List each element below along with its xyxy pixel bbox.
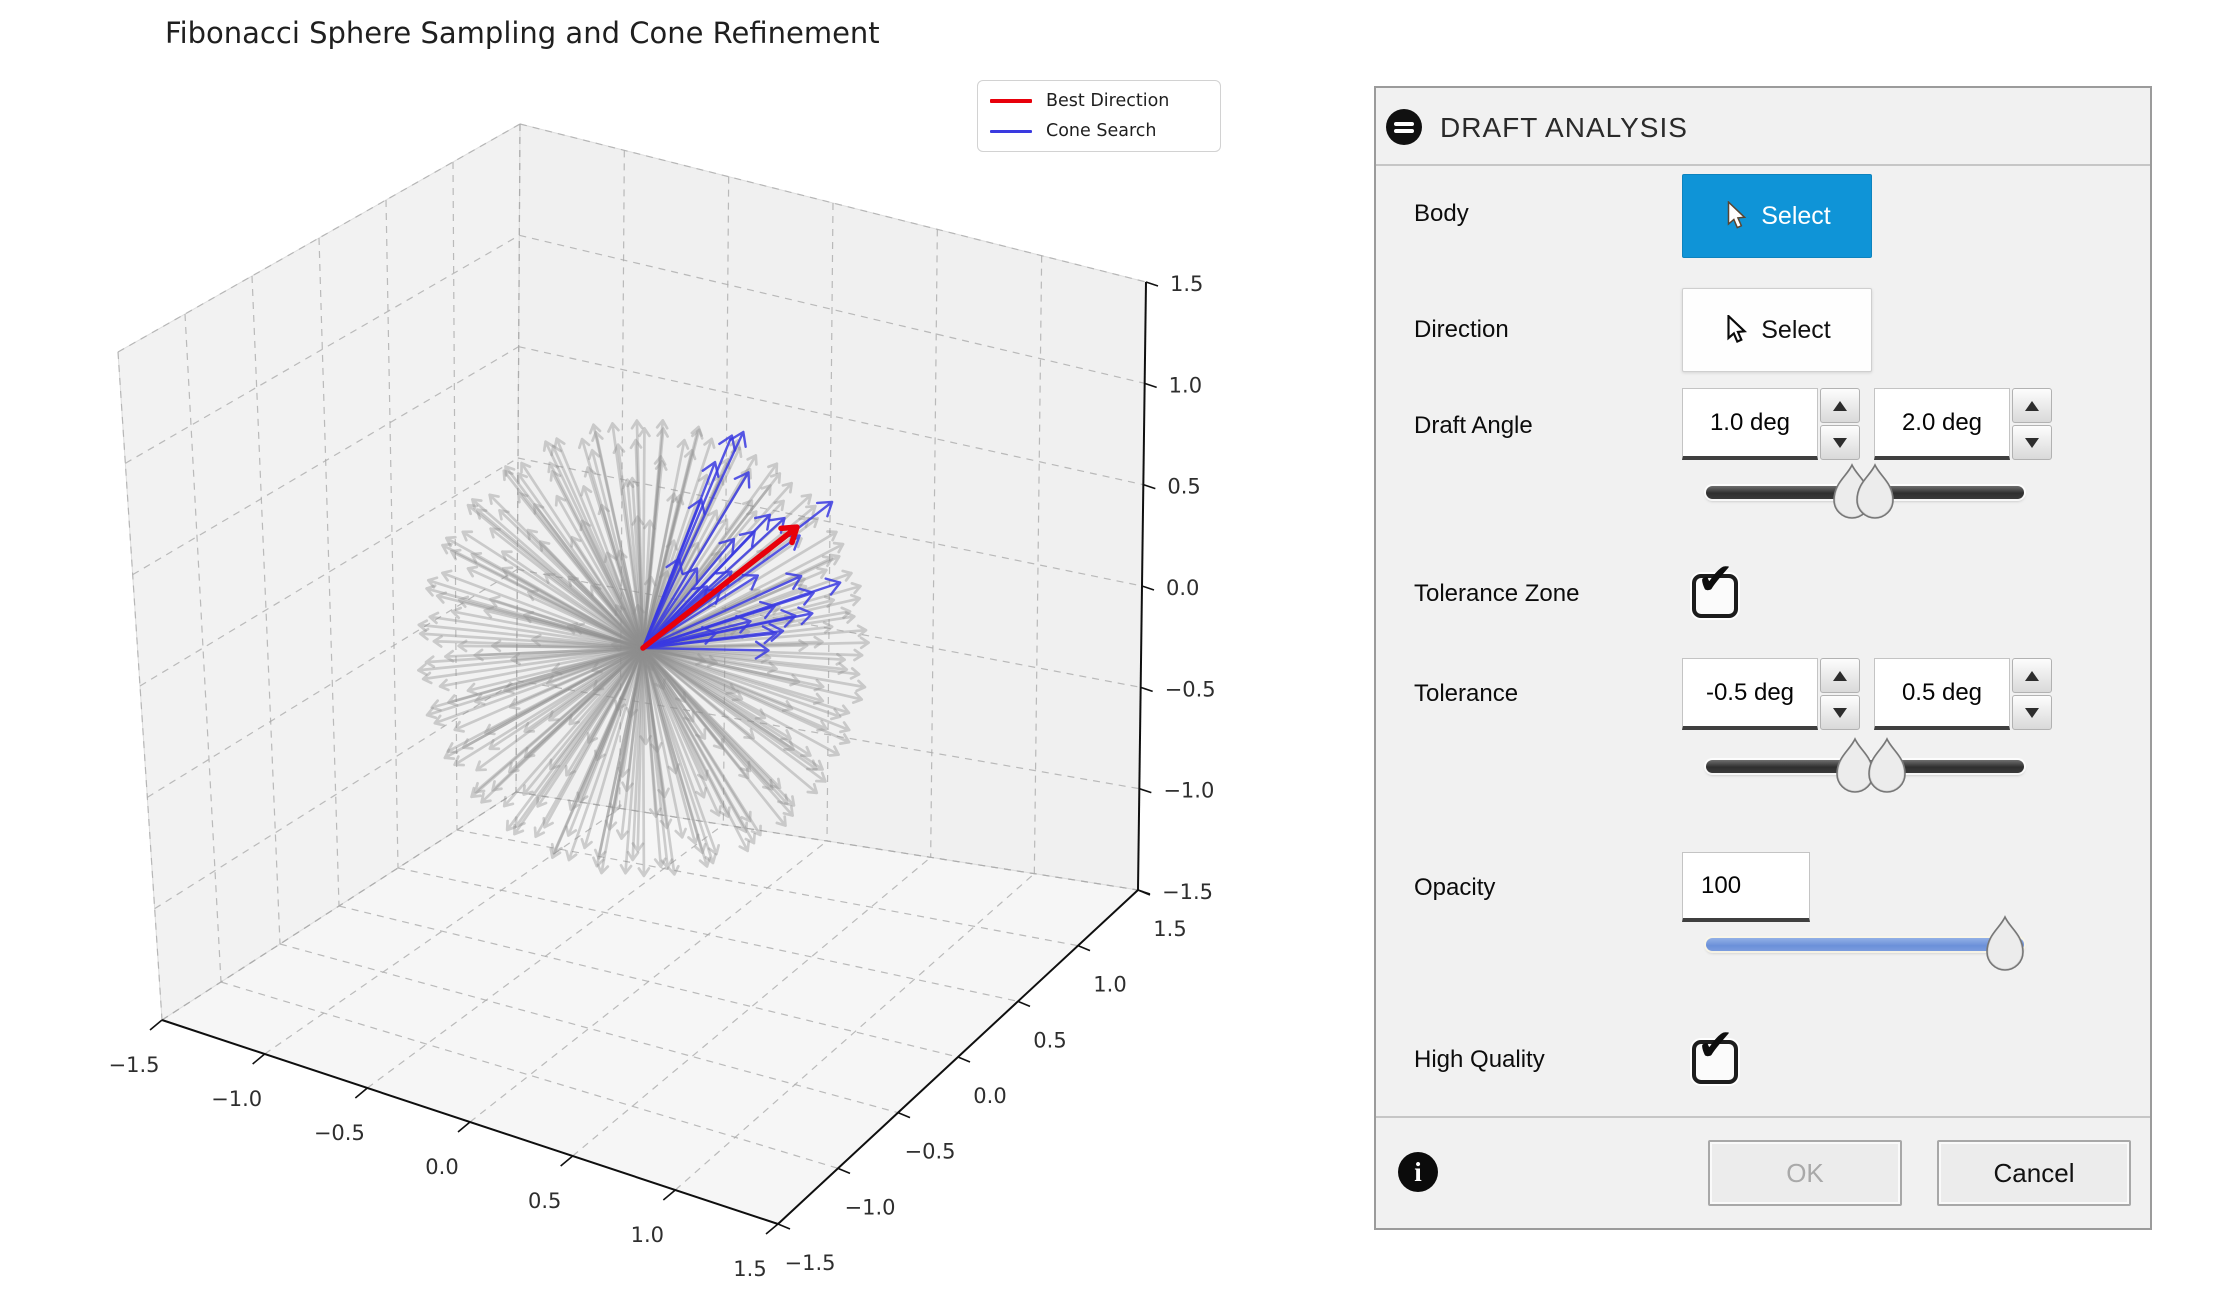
draft-angle-max-spinner bbox=[2012, 388, 2052, 460]
axis-tick-label: 0.5 bbox=[528, 1189, 561, 1213]
plot-3d-quiver: Fibonacci Sphere Sampling and Cone Refin… bbox=[109, 16, 1221, 1281]
slider-track[interactable] bbox=[1706, 938, 2024, 951]
axis-tick-label: −1.5 bbox=[1162, 880, 1213, 904]
tolerance-max-spinner bbox=[2012, 658, 2052, 730]
ok-button[interactable]: OK bbox=[1708, 1140, 1902, 1206]
spin-down-button[interactable] bbox=[2012, 695, 2052, 730]
tolerance-max-input[interactable]: 0.5 deg bbox=[1874, 658, 2010, 730]
axis-tick-label: 0.0 bbox=[973, 1084, 1006, 1108]
axis-tick-label: −1.0 bbox=[845, 1195, 896, 1219]
plot-title: Fibonacci Sphere Sampling and Cone Refin… bbox=[165, 16, 880, 50]
axis-tick-label: 1.0 bbox=[1093, 973, 1126, 997]
tolerance-min-spinner bbox=[1820, 658, 1860, 730]
dialog-title: DRAFT ANALYSIS bbox=[1440, 112, 1688, 143]
cancel-button[interactable]: Cancel bbox=[1937, 1140, 2131, 1206]
dialog-grip-icon[interactable] bbox=[1386, 109, 1422, 145]
arrow-up-icon bbox=[2025, 400, 2039, 411]
arrow-up-icon bbox=[2025, 670, 2039, 681]
slider-handle[interactable] bbox=[1854, 463, 1896, 521]
draft-angle-max-input[interactable]: 2.0 deg bbox=[1874, 388, 2010, 460]
legend-item-best-direction: Best Direction bbox=[990, 91, 1206, 111]
direction-select-button[interactable]: Select bbox=[1682, 288, 1872, 372]
tolerance-zone-label: Tolerance Zone bbox=[1414, 580, 1580, 607]
plot-legend: Best Direction Cone Search bbox=[977, 80, 1221, 152]
axis-tick-label: 1.0 bbox=[1169, 373, 1202, 397]
axis-tick-label: 1.5 bbox=[1170, 272, 1203, 296]
axis-tick-label: −0.5 bbox=[314, 1121, 365, 1145]
opacity-slider bbox=[1706, 915, 2024, 971]
tolerance-min-input[interactable]: -0.5 deg bbox=[1682, 658, 1818, 730]
body-label: Body bbox=[1414, 200, 1469, 227]
arrow-down-icon bbox=[1833, 437, 1847, 448]
cursor-icon bbox=[1727, 315, 1748, 343]
draft-analysis-dialog: DRAFT ANALYSIS Body Select Direction Sel… bbox=[1374, 86, 2152, 1230]
spin-up-button[interactable] bbox=[1820, 388, 1860, 423]
axis-tick-label: −0.5 bbox=[1165, 677, 1216, 701]
axis-tick-label: −1.5 bbox=[109, 1053, 160, 1077]
slider-handle[interactable] bbox=[1984, 915, 2026, 973]
tolerance-slider bbox=[1706, 737, 2024, 793]
axis-tick-label: 0.5 bbox=[1033, 1028, 1066, 1052]
best-direction-line-icon bbox=[990, 98, 1032, 104]
axis-tick-label: 1.5 bbox=[1153, 917, 1186, 941]
axis-tick-label: 1.5 bbox=[733, 1257, 766, 1281]
axis-tick-label: −1.0 bbox=[211, 1087, 262, 1111]
dialog-header[interactable]: DRAFT ANALYSIS bbox=[1376, 88, 2150, 166]
spin-down-button[interactable] bbox=[1820, 425, 1860, 460]
direction-label: Direction bbox=[1414, 316, 1509, 343]
axis-tick-label: −0.5 bbox=[905, 1140, 956, 1164]
opacity-input[interactable]: 100 bbox=[1682, 852, 1810, 922]
tolerance-label: Tolerance bbox=[1414, 680, 1519, 707]
axis-tick-label: −1.0 bbox=[1163, 779, 1214, 803]
arrow-up-icon bbox=[1833, 400, 1847, 411]
body-select-button[interactable]: Select bbox=[1682, 174, 1872, 258]
arrow-down-icon bbox=[1833, 707, 1847, 718]
spin-up-button[interactable] bbox=[2012, 388, 2052, 423]
checkmark-icon: ✔ bbox=[1697, 554, 1734, 605]
spin-down-button[interactable] bbox=[1820, 695, 1860, 730]
axis-tick-label: 0.0 bbox=[1166, 576, 1199, 600]
footer-divider bbox=[1376, 1116, 2150, 1118]
spin-up-button[interactable] bbox=[1820, 658, 1860, 693]
spin-down-button[interactable] bbox=[2012, 425, 2052, 460]
draft-angle-slider bbox=[1706, 463, 2024, 519]
legend-label: Best Direction bbox=[1046, 91, 1170, 111]
draft-angle-min-spinner bbox=[1820, 388, 1860, 460]
axis-tick-label: 0.0 bbox=[425, 1155, 458, 1179]
draft-angle-min-input[interactable]: 1.0 deg bbox=[1682, 388, 1818, 460]
arrow-down-icon bbox=[2025, 707, 2039, 718]
high-quality-checkbox[interactable]: ✔ bbox=[1692, 1024, 1738, 1084]
info-icon[interactable]: i bbox=[1398, 1152, 1438, 1192]
cone-search-line-icon bbox=[990, 129, 1032, 133]
legend-label: Cone Search bbox=[1046, 121, 1157, 141]
legend-item-cone-search: Cone Search bbox=[990, 121, 1206, 141]
plot-canvas: −1.5 −1.0 −0.5 0.0 0.5 1.0 1.5 −1.5 −1.0 −0.5 0.0 0… bbox=[109, 123, 1216, 1281]
arrow-down-icon bbox=[2025, 437, 2039, 448]
arrow-up-icon bbox=[1833, 670, 1847, 681]
axis-tick-label: −1.5 bbox=[785, 1251, 836, 1275]
direction-select-label: Select bbox=[1761, 315, 1831, 344]
axis-tick-label: 1.0 bbox=[631, 1223, 664, 1247]
spin-up-button[interactable] bbox=[2012, 658, 2052, 693]
body-select-label: Select bbox=[1761, 201, 1831, 230]
draft-angle-label: Draft Angle bbox=[1414, 412, 1533, 439]
slider-handle[interactable] bbox=[1866, 737, 1908, 795]
tolerance-zone-checkbox[interactable]: ✔ bbox=[1692, 558, 1738, 618]
high-quality-label: High Quality bbox=[1414, 1046, 1545, 1073]
slider-handle[interactable] bbox=[1834, 737, 1876, 795]
checkmark-icon: ✔ bbox=[1697, 1020, 1734, 1071]
opacity-label: Opacity bbox=[1414, 874, 1496, 901]
cursor-icon bbox=[1728, 201, 1747, 229]
axis-tick-label: 0.5 bbox=[1167, 475, 1200, 499]
